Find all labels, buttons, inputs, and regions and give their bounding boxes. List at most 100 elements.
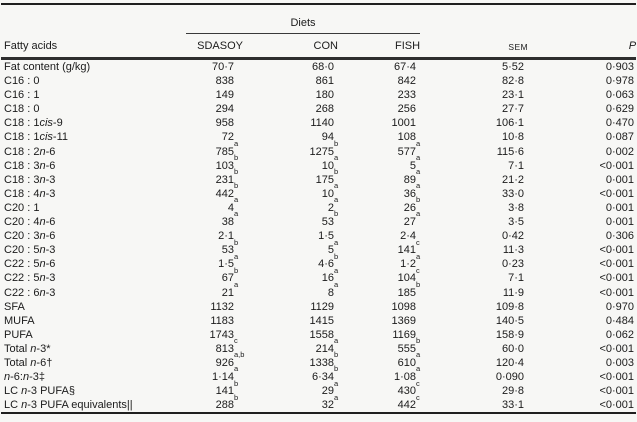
value-cell: 842 — [338, 74, 420, 88]
value-cell: 33·0 — [420, 187, 528, 201]
column-header-row: Fatty acids SDASOY CON FISH SEM P — [1, 33, 637, 60]
value-cell: 27·7 — [420, 102, 528, 116]
spanner-row: Diets — [1, 4, 636, 34]
row-label: C18 : 1cis-9 — [4, 117, 63, 130]
cell-value: 32 — [321, 399, 334, 412]
table-row: C18 : 3n-6 103b 10a 5a 7·1 <0·001 — [1, 153, 636, 173]
value-cell: 610a — [397, 350, 421, 369]
cell-value: 36 — [403, 187, 417, 200]
cell-value: 67 — [221, 272, 234, 285]
value-cell: 104c — [397, 265, 420, 285]
value-cell: 10a — [321, 153, 339, 172]
value-cell: 294 — [186, 102, 243, 116]
cell-value: <0·001 — [599, 159, 635, 172]
value-cell: 1415 — [243, 314, 338, 328]
cell-value: 0·970 — [605, 300, 635, 313]
cell-value: 4 — [227, 201, 234, 214]
cell-value: 60·0 — [502, 342, 525, 355]
value-cell: 2·4 — [338, 229, 420, 243]
value-cell: 106·1 — [420, 116, 528, 130]
row-label: PUFA — [4, 328, 33, 341]
value-cell: 288b — [215, 392, 239, 412]
row-label: C20 : 4n-6 — [4, 216, 56, 229]
table-row: C18 : 1cis-9 958 1140 1001 106·1 0·470 — [1, 116, 636, 130]
value-cell: 0·090 — [420, 370, 528, 384]
cell-value: 0·484 — [605, 314, 635, 327]
value-cell: 10·8 — [420, 130, 528, 144]
diets-spanner-heading: Diets — [186, 4, 421, 34]
value-cell: 1183 — [186, 314, 243, 328]
spanner-spacer-sem — [420, 4, 528, 34]
cell-value: 442 — [397, 399, 417, 412]
value-cell: 33·1 — [420, 398, 528, 413]
cell-value: 0·002 — [605, 145, 635, 158]
value-cell: 72 — [186, 130, 243, 144]
value-cell: 214a — [315, 336, 339, 355]
cell-value: 10 — [321, 159, 334, 172]
cell-value: 1·08 — [394, 371, 417, 384]
cell-value: 842 — [397, 75, 417, 88]
spanner-spacer-left — [1, 4, 186, 34]
value-cell: 1·5a — [218, 251, 239, 271]
cell-value: 1·5 — [218, 258, 234, 271]
row-label: C20 : 5n-3 — [4, 244, 56, 257]
value-cell: <0·001 — [528, 384, 636, 398]
cell-value: 104 — [397, 272, 417, 285]
value-cell: 1098 — [338, 300, 420, 314]
spanner-spacer-p — [528, 4, 636, 34]
value-cell: 10a — [321, 181, 339, 200]
value-cell: 231b — [215, 167, 239, 186]
cell-value: 2·4 — [400, 230, 417, 243]
value-cell: 1140 — [243, 116, 338, 130]
cell-value: 861 — [315, 75, 334, 88]
cell-value: 4·6 — [318, 258, 334, 271]
table-row: C18 : 4n-3 442b 10a 36a 33·0 <0·001 — [1, 181, 636, 201]
value-cell: 70·7 — [186, 59, 243, 75]
value-cell: 3·5 — [420, 215, 528, 229]
value-cell: 0·970 — [528, 300, 636, 314]
table-row: PUFA 1743 1558 1169 158·9 0·062 — [1, 328, 636, 342]
table-row: C18 : 2n-6 785a 1275b 577a 115·6 0·002 — [1, 138, 636, 159]
value-cell: 0·629 — [528, 102, 636, 116]
table-header: Diets Fatty acids SDASOY CON FISH SEM P — [1, 4, 637, 60]
value-cell: 26b — [403, 195, 421, 214]
cell-value: 27·7 — [502, 103, 525, 116]
value-cell: 268 — [243, 102, 338, 116]
table-row: C20 : 5n-3 53b 5a 141c 11·3 <0·001 — [1, 237, 636, 257]
value-cell: 53b — [221, 237, 239, 257]
row-label: LC n-3 PUFA equivalents|| — [4, 399, 133, 412]
table-row: C22 : 6n-3 21a 8a 185b 11·9 <0·001 — [1, 281, 636, 300]
cell-value: 577 — [397, 145, 417, 158]
value-cell: 67b — [221, 265, 239, 285]
value-cell: 7·1 — [420, 271, 528, 285]
value-cell: 577a — [397, 138, 421, 158]
cell-value: 430 — [397, 385, 417, 398]
table-row: LC n-3 PUFA§ 141b 29a 430c 29·8 <0·001 — [1, 379, 636, 398]
cell-value: 2·1 — [218, 230, 234, 243]
cell-value: 0·470 — [605, 117, 635, 130]
value-cell: 11·9 — [420, 286, 528, 300]
table-row: C18 : 3n-3 231b 175b 89a 21·2 0·001 — [1, 167, 636, 187]
value-cell: 233 — [338, 88, 420, 102]
value-cell: 1275b — [309, 138, 339, 158]
value-cell: 140·5 — [420, 314, 528, 328]
cell-value: 1743 — [209, 328, 234, 341]
value-cell: 109·8 — [420, 300, 528, 314]
row-label: SFA — [4, 300, 25, 313]
value-cell: 115·6 — [420, 145, 528, 159]
value-cell: 442b — [215, 181, 239, 200]
value-cell: <0·001 — [528, 271, 636, 285]
cell-value: 0·629 — [605, 103, 635, 116]
row-label: LC n-3 PUFA§ — [4, 385, 75, 398]
value-cell: 838 — [186, 74, 243, 88]
value-cell: 36a — [403, 181, 421, 200]
value-cell: 108 — [338, 130, 420, 144]
value-cell: 4·6b — [318, 251, 339, 271]
cell-value: 0·001 — [605, 173, 635, 186]
table-row: C20 : 4n-6 38a 53b 27a 3·5 0·001 — [1, 210, 636, 229]
value-cell: 5·52 — [420, 59, 528, 75]
value-cell: 158·9 — [420, 328, 528, 342]
cell-value: 294 — [215, 103, 234, 116]
cell-value: 141 — [215, 385, 234, 398]
